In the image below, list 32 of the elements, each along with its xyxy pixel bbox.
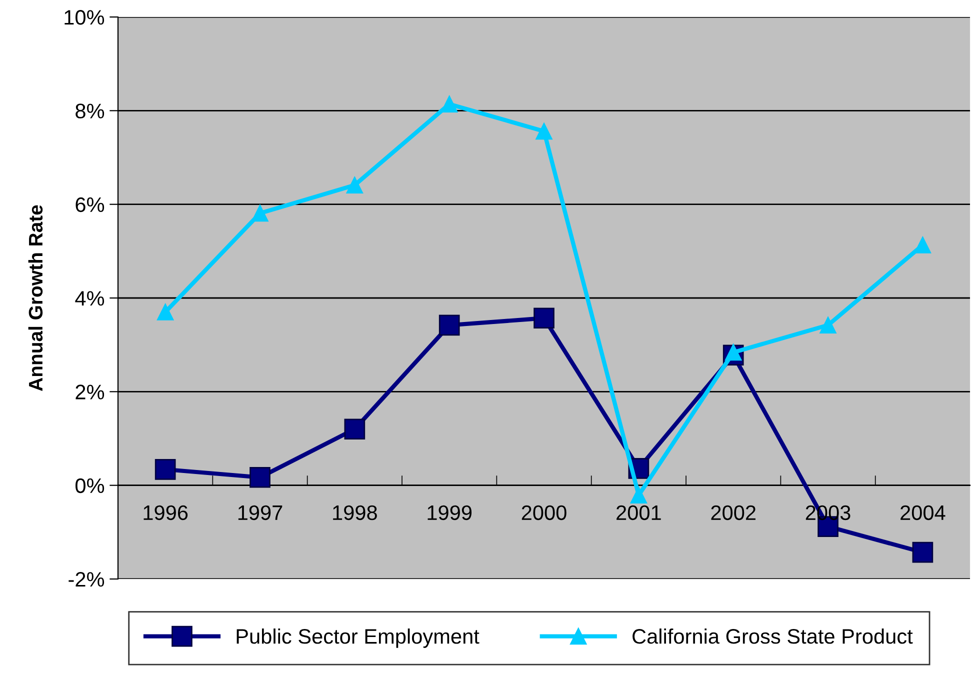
x-tick-label: 1996: [144, 505, 188, 520]
point: [346, 176, 364, 194]
y-tick-label: 0%: [76, 478, 104, 494]
y-tick-label: 4%: [75, 291, 104, 306]
point: [534, 308, 554, 329]
x-tick-label: 2000: [522, 505, 566, 520]
y-tick-label: 2%: [76, 384, 104, 400]
y-axis-title: Annual Growth Rate: [28, 205, 43, 391]
point: [250, 466, 270, 488]
point: [154, 458, 176, 480]
legend-label: California Gross State Product: [632, 628, 913, 644]
point: [344, 418, 366, 440]
y-tick-label: 8%: [76, 104, 104, 118]
point: [536, 122, 552, 140]
point: [912, 542, 934, 563]
x-tick-label: 1999: [428, 505, 472, 520]
y-tick-label: 6%: [76, 197, 104, 212]
point: [438, 314, 460, 336]
point: [630, 486, 648, 504]
y-tick-label: 10%: [64, 10, 104, 25]
point: [252, 204, 268, 222]
x-tick-label: 1997: [238, 505, 282, 520]
point: [914, 236, 932, 254]
legend-label: Public Sector Employment: [236, 628, 480, 648]
y-tick-label: -2%: [68, 572, 104, 587]
x-tick-label: 2004: [900, 505, 946, 520]
point: [441, 96, 458, 112]
point: [820, 316, 836, 334]
x-tick-label: 2001: [616, 505, 661, 520]
x-tick-label: 1998: [333, 505, 377, 520]
point: [157, 304, 174, 320]
x-tick-label: 2002: [711, 505, 756, 520]
